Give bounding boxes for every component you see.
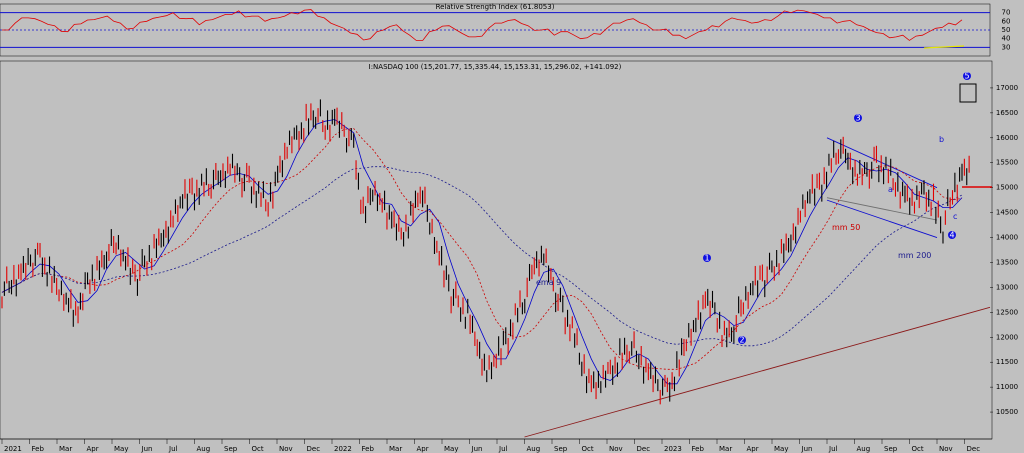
x-tick-label: 2021: [4, 445, 22, 453]
indicator-label: mm 200: [898, 251, 931, 260]
x-tick-label: Apr: [87, 445, 99, 453]
price-tick-label: 14500: [996, 209, 1018, 217]
x-tick-label: Jul: [498, 445, 508, 453]
x-tick-label: Dec: [637, 445, 651, 453]
rsi-tick-label: 30: [1002, 43, 1011, 51]
x-tick-label: 2023: [664, 445, 682, 453]
rsi-line: [2, 9, 963, 41]
wave-marker: [854, 114, 862, 122]
price-tick-label: 12000: [996, 333, 1018, 341]
x-tick-label: Mar: [59, 445, 72, 453]
wave-label: 1: [704, 254, 709, 263]
x-tick-label: Oct: [912, 445, 924, 453]
rsi-tick-label: 60: [1002, 17, 1011, 25]
price-tick-label: 11500: [996, 358, 1018, 366]
wave-label: 3: [855, 114, 860, 123]
x-tick-label: Dec: [967, 445, 981, 453]
sub-wave-label: a: [888, 185, 893, 194]
wave-marker: [948, 231, 956, 239]
price-y-axis: 17000 16500 16000 15500 15000 14500 14000 13500…: [990, 84, 1018, 416]
x-tick-label: Nov: [279, 445, 293, 453]
x-tick-label: Jul: [828, 445, 838, 453]
wave-label: 4: [949, 231, 954, 240]
x-tick-label: Sep: [554, 445, 568, 453]
x-tick-label: Feb: [32, 445, 45, 453]
x-tick-label: Nov: [939, 445, 953, 453]
indicator-lines: [1, 119, 963, 385]
indicator-line: [1, 166, 963, 347]
rsi-title: Relative Strength Index (61.8053): [436, 3, 555, 11]
x-tick-label: Nov: [609, 445, 623, 453]
price-tick-label: 15500: [996, 159, 1018, 167]
price-tick-label: 10500: [996, 408, 1018, 416]
wave-marker: [703, 254, 711, 262]
indicator-label: ema 9: [536, 278, 561, 287]
price-tick-label: 13500: [996, 258, 1018, 266]
x-tick-label: Feb: [692, 445, 705, 453]
x-tick-label: Aug: [527, 445, 541, 453]
x-tick-label: May: [114, 445, 128, 453]
price-tick-label: 14000: [996, 234, 1018, 242]
price-title: I:NASDAQ 100 (15,201.77, 15,335.44, 15,1…: [369, 63, 622, 71]
x-tick-label: Oct: [252, 445, 264, 453]
rsi-highlight: [923, 45, 965, 49]
trendlines: [524, 137, 991, 438]
x-tick-label: Jun: [141, 445, 153, 453]
rsi-tick-label: 50: [1002, 26, 1011, 34]
x-axis: 2021 Feb Mar Apr May Jun Jul Aug Sep Oct Nov Dec 202…: [0, 438, 992, 453]
wave-marker: [963, 72, 971, 80]
trendline: [826, 199, 938, 238]
x-tick-label: Apr: [747, 445, 759, 453]
wave-label: 2: [739, 336, 744, 345]
sub-wave-label: c: [953, 212, 957, 221]
price-tick-label: 15000: [996, 184, 1018, 192]
x-tick-label: May: [444, 445, 458, 453]
price-tick-label: 13000: [996, 283, 1018, 291]
x-tick-label: Sep: [884, 445, 898, 453]
price-tick-label: 16000: [996, 134, 1018, 142]
price-tick-label: 11000: [996, 383, 1018, 391]
x-tick-label: Dec: [307, 445, 321, 453]
price-panel: I:NASDAQ 100 (15,201.77, 15,335.44, 15,1…: [0, 60, 1018, 453]
annotations: 1 2 3 4 5 a b c ema 9 mm 50 mm 200: [536, 72, 971, 345]
trendline: [826, 197, 938, 221]
x-tick-label: Feb: [362, 445, 375, 453]
x-tick-label: Jul: [168, 445, 178, 453]
indicator-line: [1, 119, 963, 385]
indicator-label: mm 50: [832, 223, 860, 232]
rsi-tick-label: 40: [1002, 35, 1011, 43]
x-tick-label: May: [774, 445, 788, 453]
x-tick-label: Aug: [197, 445, 211, 453]
rsi-reference-lines: [0, 12, 990, 48]
rsi-tick-label: 70: [1002, 9, 1011, 17]
indicator-line: [1, 128, 963, 370]
x-tick-label: Apr: [417, 445, 429, 453]
price-bars: [1, 99, 970, 405]
wave-label: 5: [964, 72, 969, 81]
trendline: [826, 137, 938, 189]
x-tick-label: Mar: [389, 445, 402, 453]
price-tick-label: 17000: [996, 84, 1018, 92]
x-tick-label: 2022: [334, 445, 352, 453]
x-tick-label: Mar: [719, 445, 732, 453]
x-tick-label: Sep: [224, 445, 238, 453]
x-tick-label: Oct: [582, 445, 594, 453]
rsi-panel: Relative Strength Index (61.8053) 706050…: [0, 3, 1011, 57]
x-tick-label: Aug: [857, 445, 871, 453]
target-box: [959, 83, 977, 103]
price-tick-label: 16500: [996, 109, 1018, 117]
sub-wave-label: b: [939, 135, 944, 144]
x-tick-label: Jun: [471, 445, 483, 453]
x-tick-label: Jun: [801, 445, 813, 453]
trendline: [524, 306, 991, 438]
wave-marker: [738, 336, 746, 344]
price-tick-label: 12500: [996, 308, 1018, 316]
